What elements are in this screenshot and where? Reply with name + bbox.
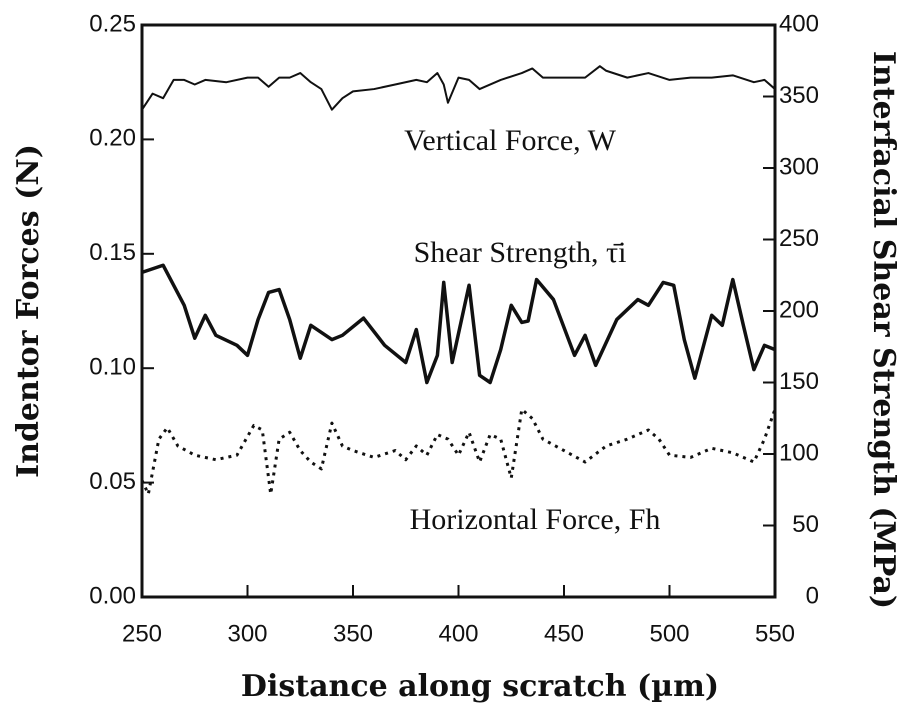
series-label: Shear Strength, τ̄i: [414, 236, 627, 269]
x-tick-label: 350: [333, 620, 373, 647]
data-line: [141, 65, 776, 111]
y2-tick-label: 300: [779, 153, 819, 180]
y-axis-title: Indentor Forces (N): [11, 144, 46, 478]
x-tick-label: 550: [755, 620, 795, 647]
y-tick-label: 0.10: [89, 354, 136, 381]
x-tick-label: 300: [227, 620, 267, 647]
y2-tick-label: 100: [779, 439, 819, 466]
series-label: Vertical Force, W: [404, 124, 617, 157]
y2-tick-label: 350: [779, 82, 819, 109]
y2-axis-title: Interfacial Shear Strength (MPa): [866, 51, 901, 609]
x-tick-label: 250: [122, 620, 162, 647]
y2-tick-label: 400: [779, 10, 819, 37]
data-line: [140, 407, 777, 496]
y2-tick-label: 150: [779, 368, 819, 395]
y2-tick-label: 250: [779, 225, 819, 252]
y-tick-label: 0.00: [89, 582, 136, 609]
y-tick-label: 0.15: [89, 239, 136, 266]
x-tick-label: 450: [544, 620, 584, 647]
y2-tick-label: 0: [806, 582, 819, 609]
y2-tick-label: 200: [779, 296, 819, 323]
x-tick-label: 400: [438, 620, 478, 647]
x-tick-label: 500: [649, 620, 689, 647]
y-tick-label: 0.25: [89, 10, 136, 37]
y2-tick-label: 50: [792, 511, 819, 538]
y-tick-label: 0.05: [89, 468, 136, 495]
x-axis-title: Distance along scratch (µm): [241, 669, 719, 704]
series-label: Horizontal Force, Fh: [410, 503, 661, 536]
data-line: [141, 263, 776, 385]
y-tick-label: 0.20: [89, 125, 136, 152]
